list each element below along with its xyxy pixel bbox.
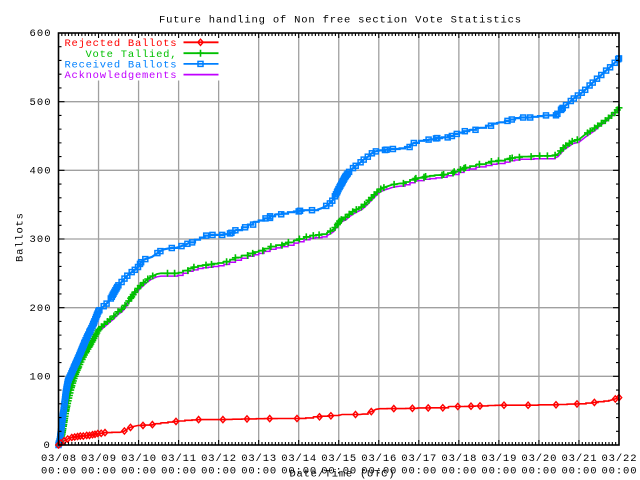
svg-text:500: 500	[30, 97, 51, 109]
svg-text:400: 400	[30, 166, 51, 178]
svg-text:00:00: 00:00	[602, 466, 637, 478]
svg-text:03/14: 03/14	[281, 453, 316, 465]
svg-text:03/10: 03/10	[121, 453, 156, 465]
svg-text:Future handling of Non free se: Future handling of Non free section Vote…	[159, 15, 521, 27]
svg-text:03/20: 03/20	[521, 453, 556, 465]
svg-text:03/12: 03/12	[201, 453, 236, 465]
svg-text:03/22: 03/22	[602, 453, 637, 465]
svg-text:Received Ballots: Received Ballots	[65, 60, 177, 72]
svg-text:03/18: 03/18	[441, 453, 476, 465]
svg-text:Ballots: Ballots	[15, 213, 27, 262]
svg-text:03/19: 03/19	[481, 453, 516, 465]
svg-text:00:00: 00:00	[521, 466, 556, 478]
svg-text:00:00: 00:00	[401, 466, 436, 478]
svg-text:03/21: 03/21	[562, 453, 597, 465]
svg-text:03/17: 03/17	[401, 453, 436, 465]
svg-text:600: 600	[30, 28, 51, 40]
svg-text:00:00: 00:00	[201, 466, 236, 478]
svg-text:03/16: 03/16	[361, 453, 396, 465]
svg-text:00:00: 00:00	[81, 466, 116, 478]
svg-text:00:00: 00:00	[121, 466, 156, 478]
svg-text:00:00: 00:00	[562, 466, 597, 478]
svg-text:00:00: 00:00	[481, 466, 516, 478]
svg-text:Date/Time (UTC): Date/Time (UTC)	[290, 469, 395, 480]
svg-text:0: 0	[44, 440, 50, 452]
svg-text:00:00: 00:00	[161, 466, 196, 478]
svg-text:00:00: 00:00	[441, 466, 476, 478]
svg-text:03/13: 03/13	[241, 453, 276, 465]
svg-text:100: 100	[30, 372, 51, 384]
svg-text:Vote Tallied,: Vote Tallied,	[86, 49, 177, 61]
svg-text:00:00: 00:00	[361, 466, 396, 478]
svg-text:03/11: 03/11	[161, 453, 196, 465]
svg-text:Rejected Ballots: Rejected Ballots	[65, 38, 177, 50]
svg-text:03/15: 03/15	[321, 453, 356, 465]
svg-text:00:00: 00:00	[241, 466, 276, 478]
svg-text:00:00: 00:00	[41, 466, 76, 478]
svg-text:03/08: 03/08	[41, 453, 76, 465]
svg-text:200: 200	[30, 303, 51, 315]
svg-text:Acknowledgements: Acknowledgements	[65, 70, 177, 82]
svg-text:00:00: 00:00	[281, 466, 316, 478]
svg-text:03/09: 03/09	[81, 453, 116, 465]
svg-text:300: 300	[30, 234, 51, 246]
svg-text:00:00: 00:00	[321, 466, 356, 478]
